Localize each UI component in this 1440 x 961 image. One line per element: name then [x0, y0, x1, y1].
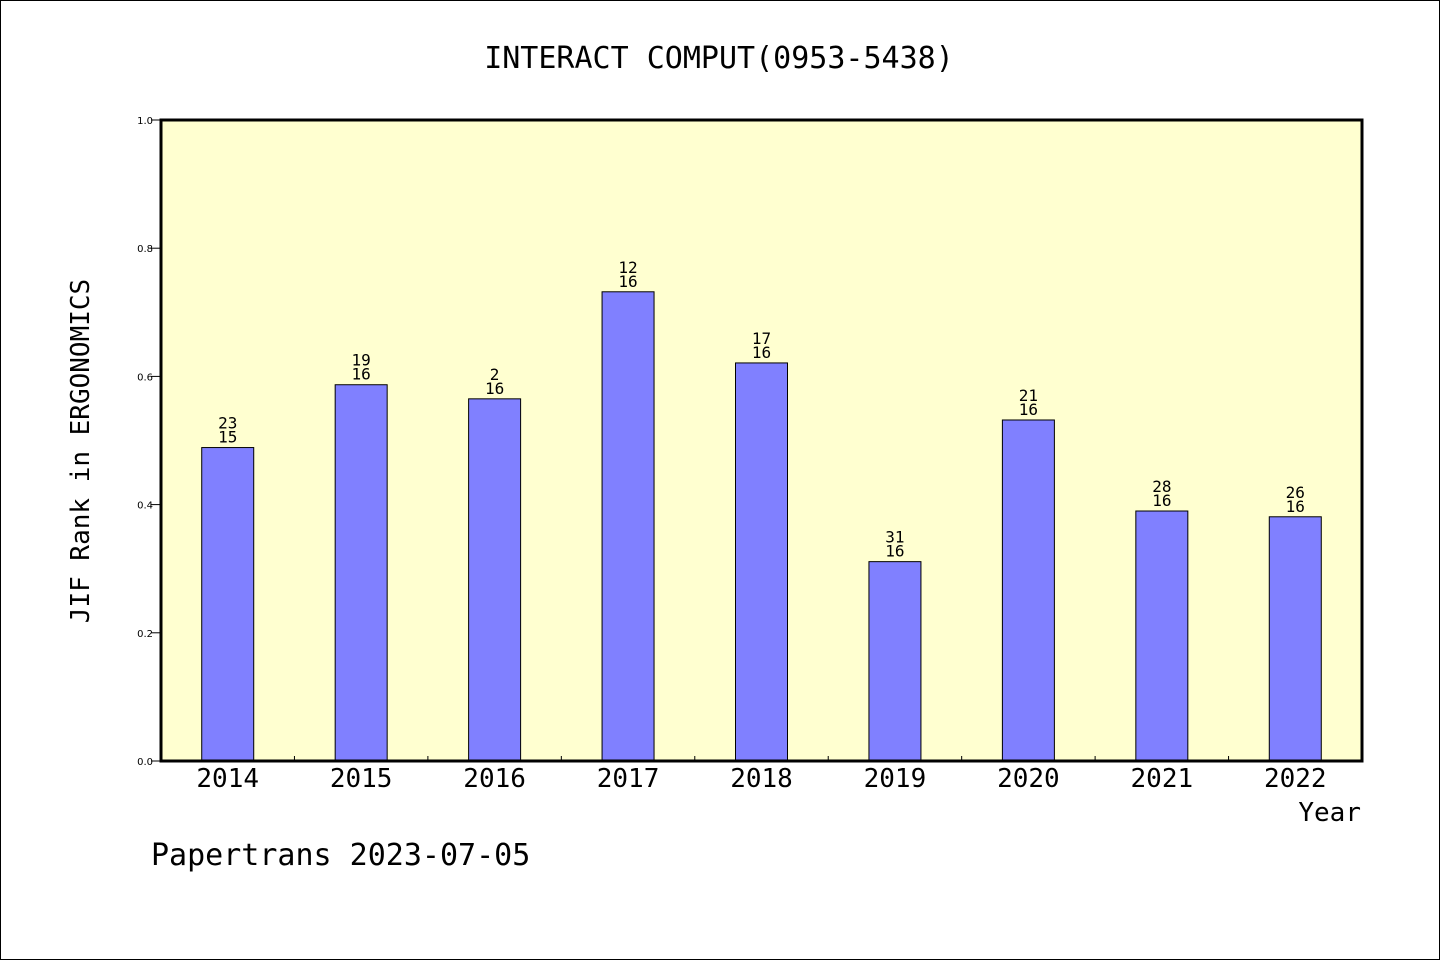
x-axis: 2014 2015 2016 2017 2018 2019 2020 2021 2022 — [196, 756, 1327, 794]
x-axis-title: Year — [1298, 798, 1361, 828]
x-tick-label: 2015 — [330, 764, 393, 794]
x-tick-label: 2019 — [864, 764, 927, 794]
bar-label-total: 16 — [618, 272, 637, 291]
x-tick-label: 2016 — [463, 764, 526, 794]
bar-label-rank: 17 — [752, 329, 771, 348]
chart-title: INTERACT COMPUT(0953-5438) — [484, 41, 954, 76]
bar-label-rank: 19 — [352, 351, 371, 370]
bar-label-rank: 2 — [490, 365, 500, 384]
bar-label-total: 16 — [1286, 497, 1305, 516]
x-tick-label: 2017 — [597, 764, 660, 794]
y-tick-label: 0.2 — [137, 629, 153, 640]
x-tick-label: 2022 — [1264, 764, 1327, 794]
bar-label-total: 16 — [1152, 491, 1171, 510]
bars — [201, 291, 1322, 762]
bar — [868, 561, 922, 762]
y-axis-title: JIF Rank in ERGONOMICS — [66, 279, 96, 623]
y-tick-label: 0.0 — [137, 757, 153, 768]
x-tick-label: 2014 — [196, 764, 259, 794]
bar — [201, 447, 255, 762]
y-tick-label: 0.4 — [137, 501, 153, 512]
bar — [735, 362, 788, 762]
x-tick-label: 2020 — [997, 764, 1060, 794]
bar — [1268, 516, 1322, 762]
x-tick-label: 2021 — [1131, 764, 1194, 794]
bar-label-rank: 26 — [1286, 483, 1305, 502]
bar — [334, 384, 388, 762]
bar-label-rank: 12 — [618, 258, 637, 277]
bar — [601, 291, 655, 762]
bar-label-total: 16 — [752, 343, 771, 362]
footer-date-stamp: Papertrans 2023-07-05 — [151, 838, 530, 873]
bar-label-total: 16 — [485, 379, 504, 398]
bar-label-rank: 23 — [218, 414, 237, 433]
bar-label-rank: 31 — [885, 528, 904, 547]
y-axis: 0.0 0.2 0.4 0.6 0.8 1.0 — [137, 116, 161, 768]
plot-frame — [159, 118, 1364, 763]
bar — [468, 398, 522, 762]
y-tick-label: 1.0 — [137, 116, 153, 127]
x-tick-label: 2018 — [730, 764, 793, 794]
bar — [1135, 510, 1189, 762]
bar-label-total: 16 — [352, 365, 371, 384]
bar-label-total: 16 — [885, 542, 904, 561]
y-tick-label: 0.8 — [137, 244, 153, 255]
bar-label-rank: 21 — [1019, 386, 1038, 405]
bar-label-total: 16 — [1019, 400, 1038, 419]
bar-label-total: 15 — [218, 428, 237, 447]
bar — [1001, 419, 1055, 762]
bar-label-rank: 28 — [1152, 477, 1171, 496]
y-tick-label: 0.6 — [137, 372, 153, 383]
